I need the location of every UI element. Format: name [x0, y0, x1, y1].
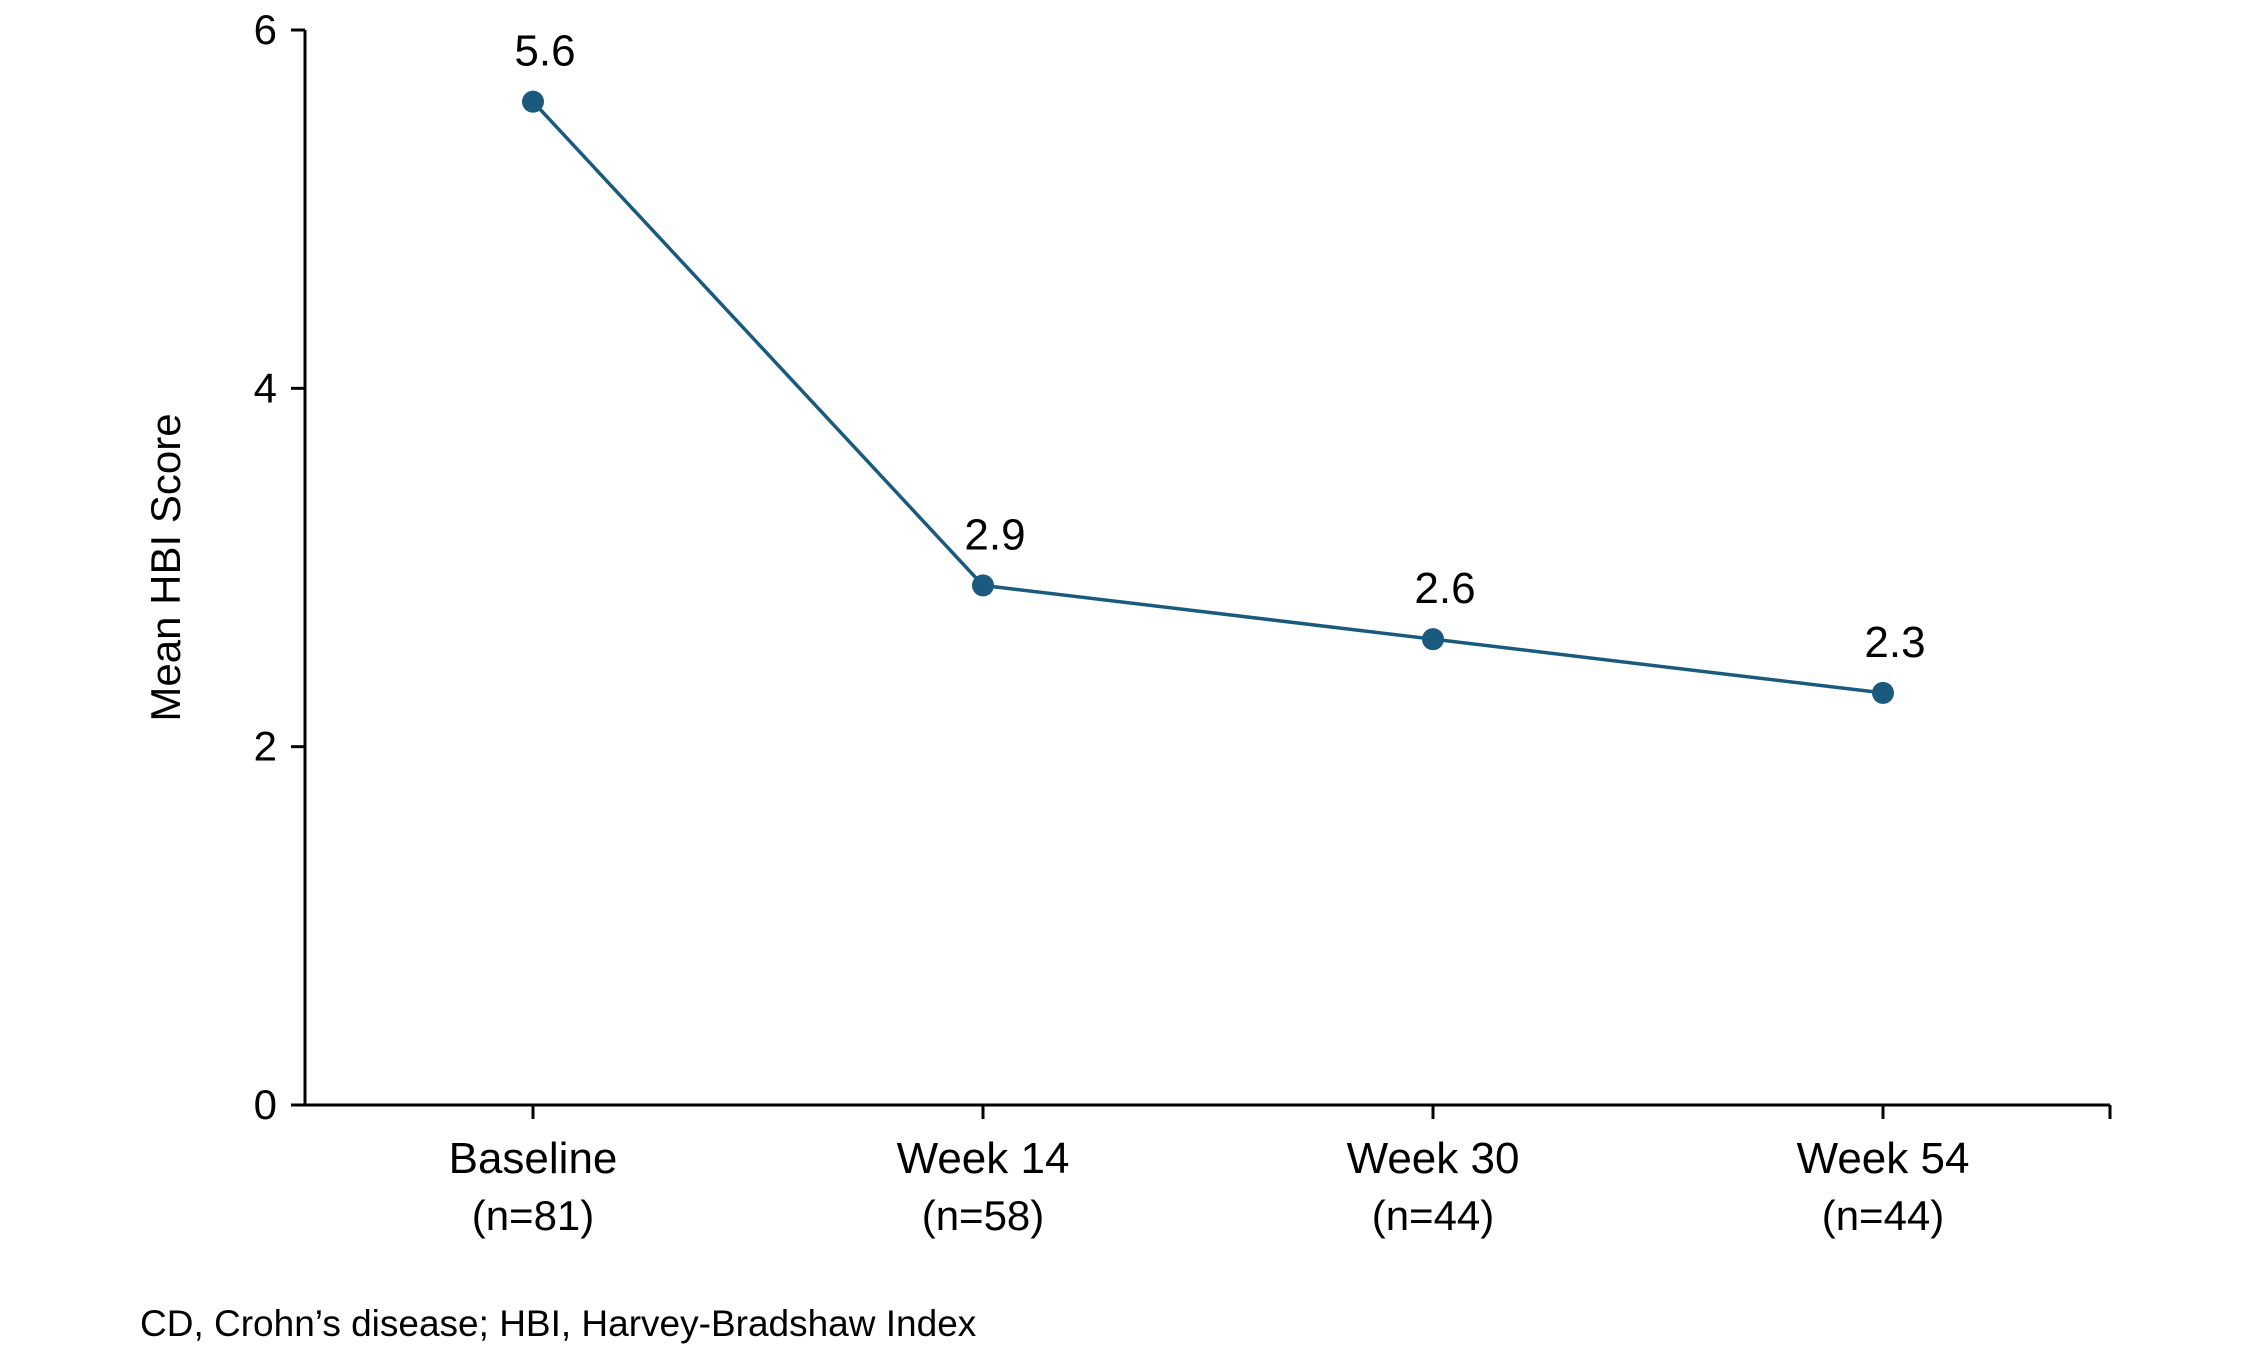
x-tick-sublabel: (n=44) — [1822, 1192, 1945, 1239]
x-tick-sublabel: (n=81) — [472, 1192, 595, 1239]
data-point — [522, 90, 544, 113]
data-label: 5.6 — [514, 27, 575, 76]
y-tick-label: 2 — [254, 723, 277, 770]
footnote: CD, Crohn’s disease; HBI, Harvey-Bradsha… — [140, 1303, 977, 1344]
data-point — [1872, 681, 1894, 704]
x-tick-sublabel: (n=58) — [922, 1192, 1045, 1239]
series-line — [531, 100, 1884, 695]
data-label: 2.3 — [1864, 618, 1925, 667]
chart-ticks: 0 2 4 6 Baseline (n=81) Week 14 (n=58) Week 30 (n… — [254, 6, 1970, 1239]
x-tick-sublabel: (n=44) — [1372, 1192, 1495, 1239]
x-tick-label: Baseline — [449, 1134, 618, 1183]
data-label: 2.6 — [1414, 564, 1475, 613]
x-tick-label: Week 14 — [897, 1134, 1070, 1183]
x-tick-label: Week 54 — [1797, 1134, 1970, 1183]
y-axis-label: Mean HBI Score — [142, 413, 189, 721]
data-point — [1422, 628, 1444, 651]
data-point — [972, 574, 994, 597]
chart-axes — [303, 30, 2112, 1119]
x-tick-label: Week 30 — [1347, 1134, 1520, 1183]
y-tick-label: 4 — [254, 364, 277, 411]
data-label: 2.9 — [964, 510, 1025, 559]
y-tick-label: 6 — [254, 6, 277, 53]
y-tick-label: 0 — [254, 1081, 277, 1128]
series-group: 5.6 2.9 2.6 2.3 — [514, 27, 1926, 704]
